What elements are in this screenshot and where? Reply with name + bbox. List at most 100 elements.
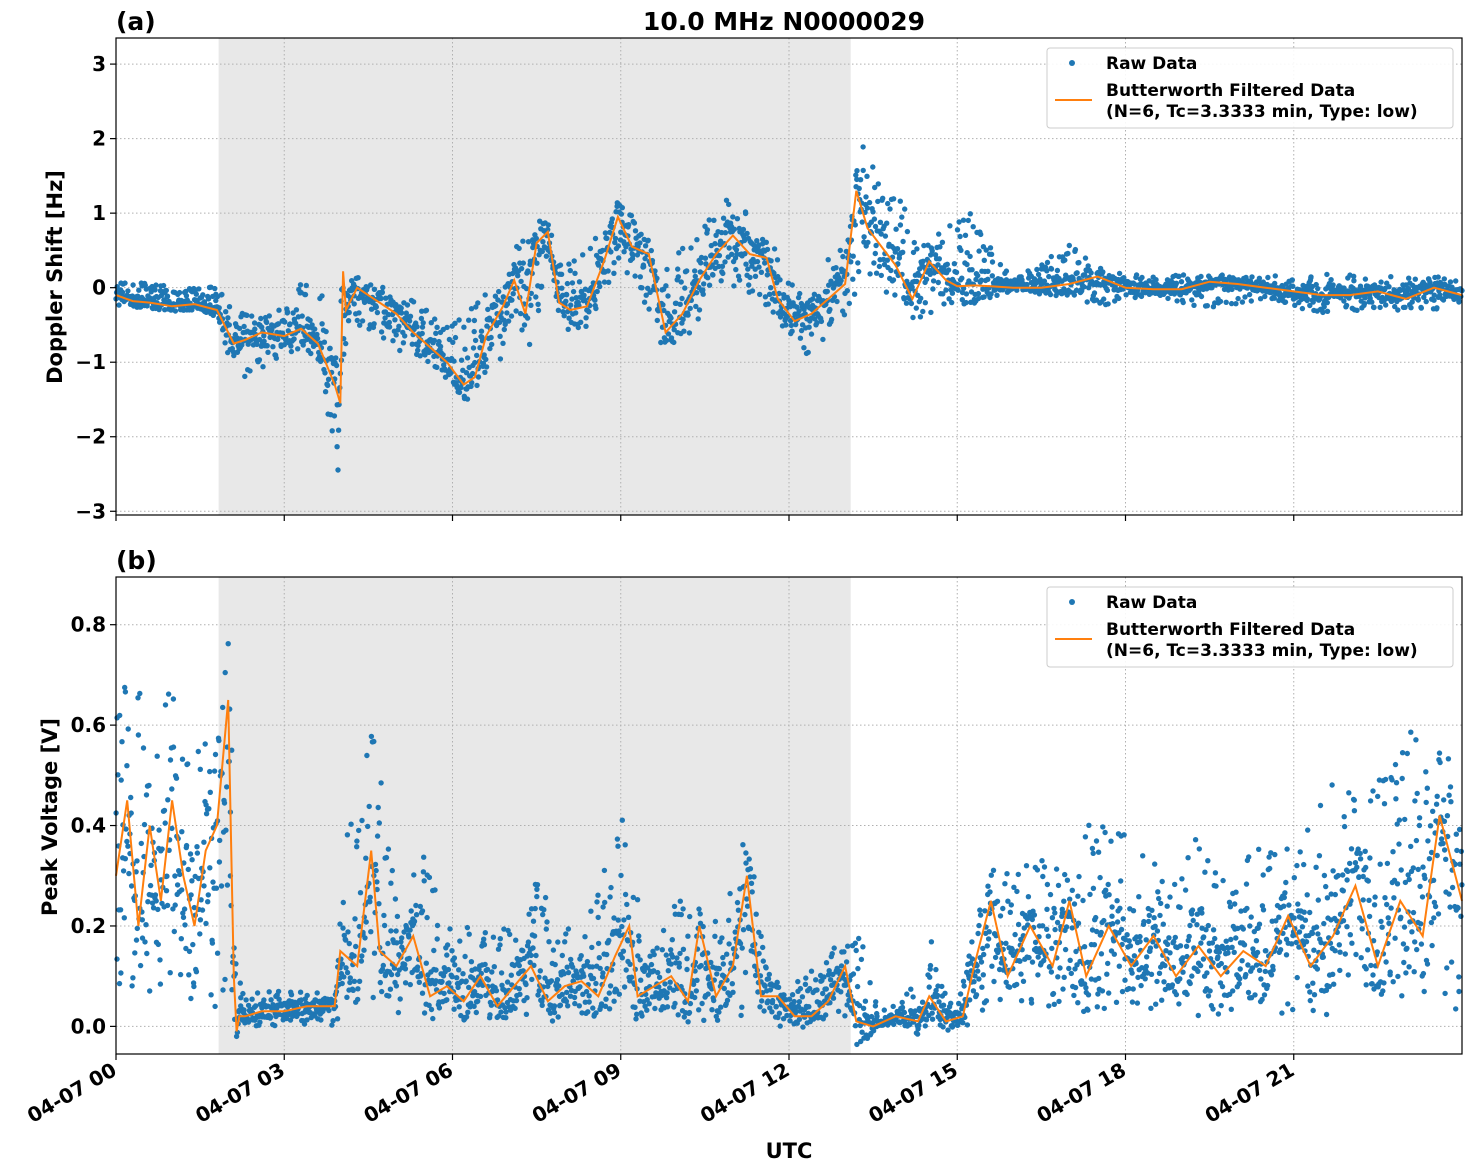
raw-point xyxy=(528,290,534,297)
raw-point xyxy=(637,957,643,963)
raw-point xyxy=(172,902,178,908)
raw-point xyxy=(302,291,309,298)
raw-point xyxy=(291,336,297,342)
raw-point xyxy=(1291,875,1298,881)
raw-point xyxy=(380,284,386,291)
raw-point xyxy=(464,924,471,931)
raw-point xyxy=(593,1010,599,1016)
raw-point xyxy=(371,321,377,327)
raw-point xyxy=(407,981,413,988)
raw-point xyxy=(870,209,876,215)
raw-point xyxy=(275,336,281,343)
raw-point xyxy=(606,937,612,944)
raw-point xyxy=(973,992,980,998)
raw-point xyxy=(380,962,386,969)
raw-point xyxy=(177,971,184,978)
raw-point xyxy=(170,744,177,750)
raw-point xyxy=(1309,930,1316,937)
raw-point xyxy=(853,947,859,954)
raw-point xyxy=(517,991,523,997)
raw-point xyxy=(739,1004,745,1010)
raw-point xyxy=(392,896,399,902)
raw-point xyxy=(411,918,418,924)
raw-point xyxy=(1239,299,1246,305)
raw-point xyxy=(498,970,505,976)
raw-point xyxy=(452,320,458,326)
raw-point xyxy=(339,980,345,987)
raw-point xyxy=(1071,292,1078,298)
raw-point xyxy=(1082,834,1089,840)
raw-point xyxy=(1253,962,1260,968)
raw-point xyxy=(860,944,866,950)
raw-point xyxy=(705,275,711,281)
raw-point xyxy=(475,300,481,306)
raw-point xyxy=(1034,867,1041,873)
raw-point xyxy=(628,212,635,219)
raw-point xyxy=(646,306,652,312)
raw-point xyxy=(1252,992,1258,998)
raw-point xyxy=(671,309,678,315)
raw-point xyxy=(413,912,420,918)
raw-point xyxy=(425,358,431,365)
raw-point xyxy=(668,947,674,953)
raw-point xyxy=(189,878,195,884)
raw-point xyxy=(602,899,608,906)
raw-point xyxy=(1254,949,1261,956)
raw-point xyxy=(516,986,522,992)
raw-point xyxy=(1020,978,1027,984)
raw-point xyxy=(1369,299,1375,305)
raw-point xyxy=(558,271,565,277)
raw-point xyxy=(1002,881,1008,887)
raw-point xyxy=(261,338,267,344)
raw-point xyxy=(139,935,146,941)
raw-point xyxy=(157,981,164,987)
raw-point xyxy=(1447,279,1454,285)
raw-point xyxy=(1095,849,1102,855)
raw-point xyxy=(464,355,471,361)
raw-point xyxy=(644,997,650,1003)
raw-point xyxy=(616,255,622,261)
raw-point xyxy=(648,961,655,968)
raw-point xyxy=(1242,294,1248,300)
raw-point xyxy=(818,318,825,325)
raw-point xyxy=(597,283,603,290)
raw-point xyxy=(371,738,377,745)
raw-point xyxy=(266,989,272,995)
raw-point xyxy=(186,948,193,955)
raw-point xyxy=(1283,952,1290,958)
raw-point xyxy=(1147,945,1154,951)
raw-point xyxy=(415,342,421,349)
raw-point xyxy=(964,261,970,268)
raw-point xyxy=(656,984,662,990)
raw-point xyxy=(1286,902,1292,908)
raw-point xyxy=(167,970,173,976)
raw-point xyxy=(381,922,388,929)
raw-point xyxy=(471,988,478,995)
raw-point xyxy=(810,296,816,302)
raw-point xyxy=(669,937,675,943)
raw-point xyxy=(1047,291,1054,298)
raw-point xyxy=(1261,992,1268,998)
raw-point xyxy=(859,219,865,225)
raw-point xyxy=(539,248,545,255)
raw-point xyxy=(534,260,540,266)
raw-point xyxy=(523,1011,530,1017)
raw-point xyxy=(580,252,586,258)
panel-a-x-ticks xyxy=(115,515,1295,521)
raw-point xyxy=(446,980,452,986)
raw-point xyxy=(1212,935,1218,942)
raw-point xyxy=(871,216,878,222)
raw-point xyxy=(481,352,487,358)
y-tick-label: 2 xyxy=(92,127,106,151)
raw-point xyxy=(699,1000,705,1007)
raw-point xyxy=(1315,897,1322,903)
raw-point xyxy=(1362,276,1369,282)
raw-point xyxy=(969,267,975,273)
raw-point xyxy=(402,961,408,968)
raw-point xyxy=(763,239,769,245)
raw-point xyxy=(134,925,140,932)
raw-point xyxy=(651,951,657,958)
raw-point xyxy=(709,1007,715,1013)
raw-point xyxy=(117,712,123,719)
raw-point xyxy=(676,964,682,970)
